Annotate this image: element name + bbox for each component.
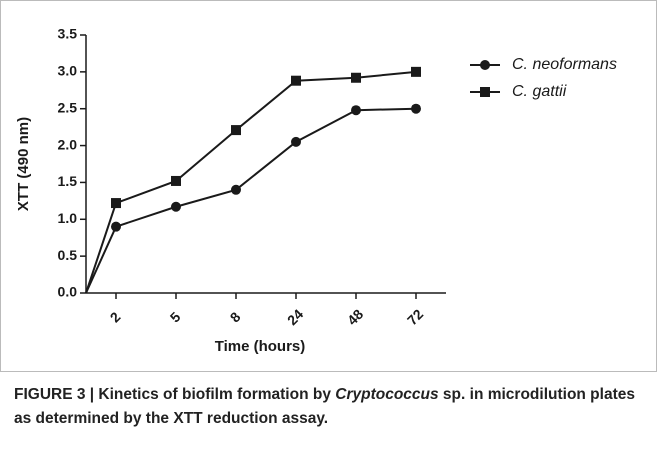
chart: XTT (490 nm) Time (hours) 0.0 0.5 1.0 1.5 2.…	[0, 0, 657, 372]
x-tick-label: 48	[344, 306, 366, 328]
data-point	[411, 103, 421, 114]
caption: FIGURE 3 | Kinetics of biofilm formation…	[14, 383, 644, 431]
y-tick-label: 1.0	[58, 210, 78, 226]
data-point	[411, 66, 421, 77]
y-tick-label: 0.0	[58, 284, 78, 300]
y-tick-label: 0.5	[58, 247, 78, 263]
y-tick-label: 2.5	[58, 99, 78, 115]
series-line	[85, 107, 417, 294]
x-tick-label: 24	[284, 306, 306, 328]
data-point	[231, 125, 241, 136]
caption-italic: Cryptococcus	[335, 386, 439, 403]
data-point	[291, 75, 301, 86]
y-axis-label: XTT (490 nm)	[15, 117, 32, 211]
x-axis-label: Time (hours)	[215, 338, 306, 355]
data-point	[351, 72, 361, 83]
data-point	[171, 201, 181, 212]
data-point	[111, 221, 121, 232]
legend-label: C. neoformans	[512, 56, 617, 73]
legend-label: C. gattii	[512, 83, 567, 100]
y-tick-label: 3.5	[58, 26, 78, 42]
legend-marker	[480, 60, 490, 70]
x-tick-label: 5	[167, 309, 184, 326]
x-tick-label: 2	[107, 309, 124, 326]
data-point	[351, 105, 361, 116]
y-tick-label: 3.0	[58, 63, 78, 79]
series-line	[85, 70, 417, 294]
caption-text: FIGURE 3 | Kinetics of biofilm formation…	[14, 386, 336, 403]
x-tick-label: 8	[227, 309, 244, 326]
data-point	[171, 175, 181, 186]
data-point	[231, 184, 241, 195]
legend-marker	[480, 87, 490, 97]
x-tick-label: 72	[404, 306, 426, 328]
caption-text: sp. in microdilution plates as determine…	[14, 386, 635, 427]
y-tick-label: 1.5	[58, 173, 78, 189]
y-tick-label: 2.0	[58, 136, 78, 152]
data-point	[291, 136, 301, 147]
data-point	[111, 198, 121, 209]
